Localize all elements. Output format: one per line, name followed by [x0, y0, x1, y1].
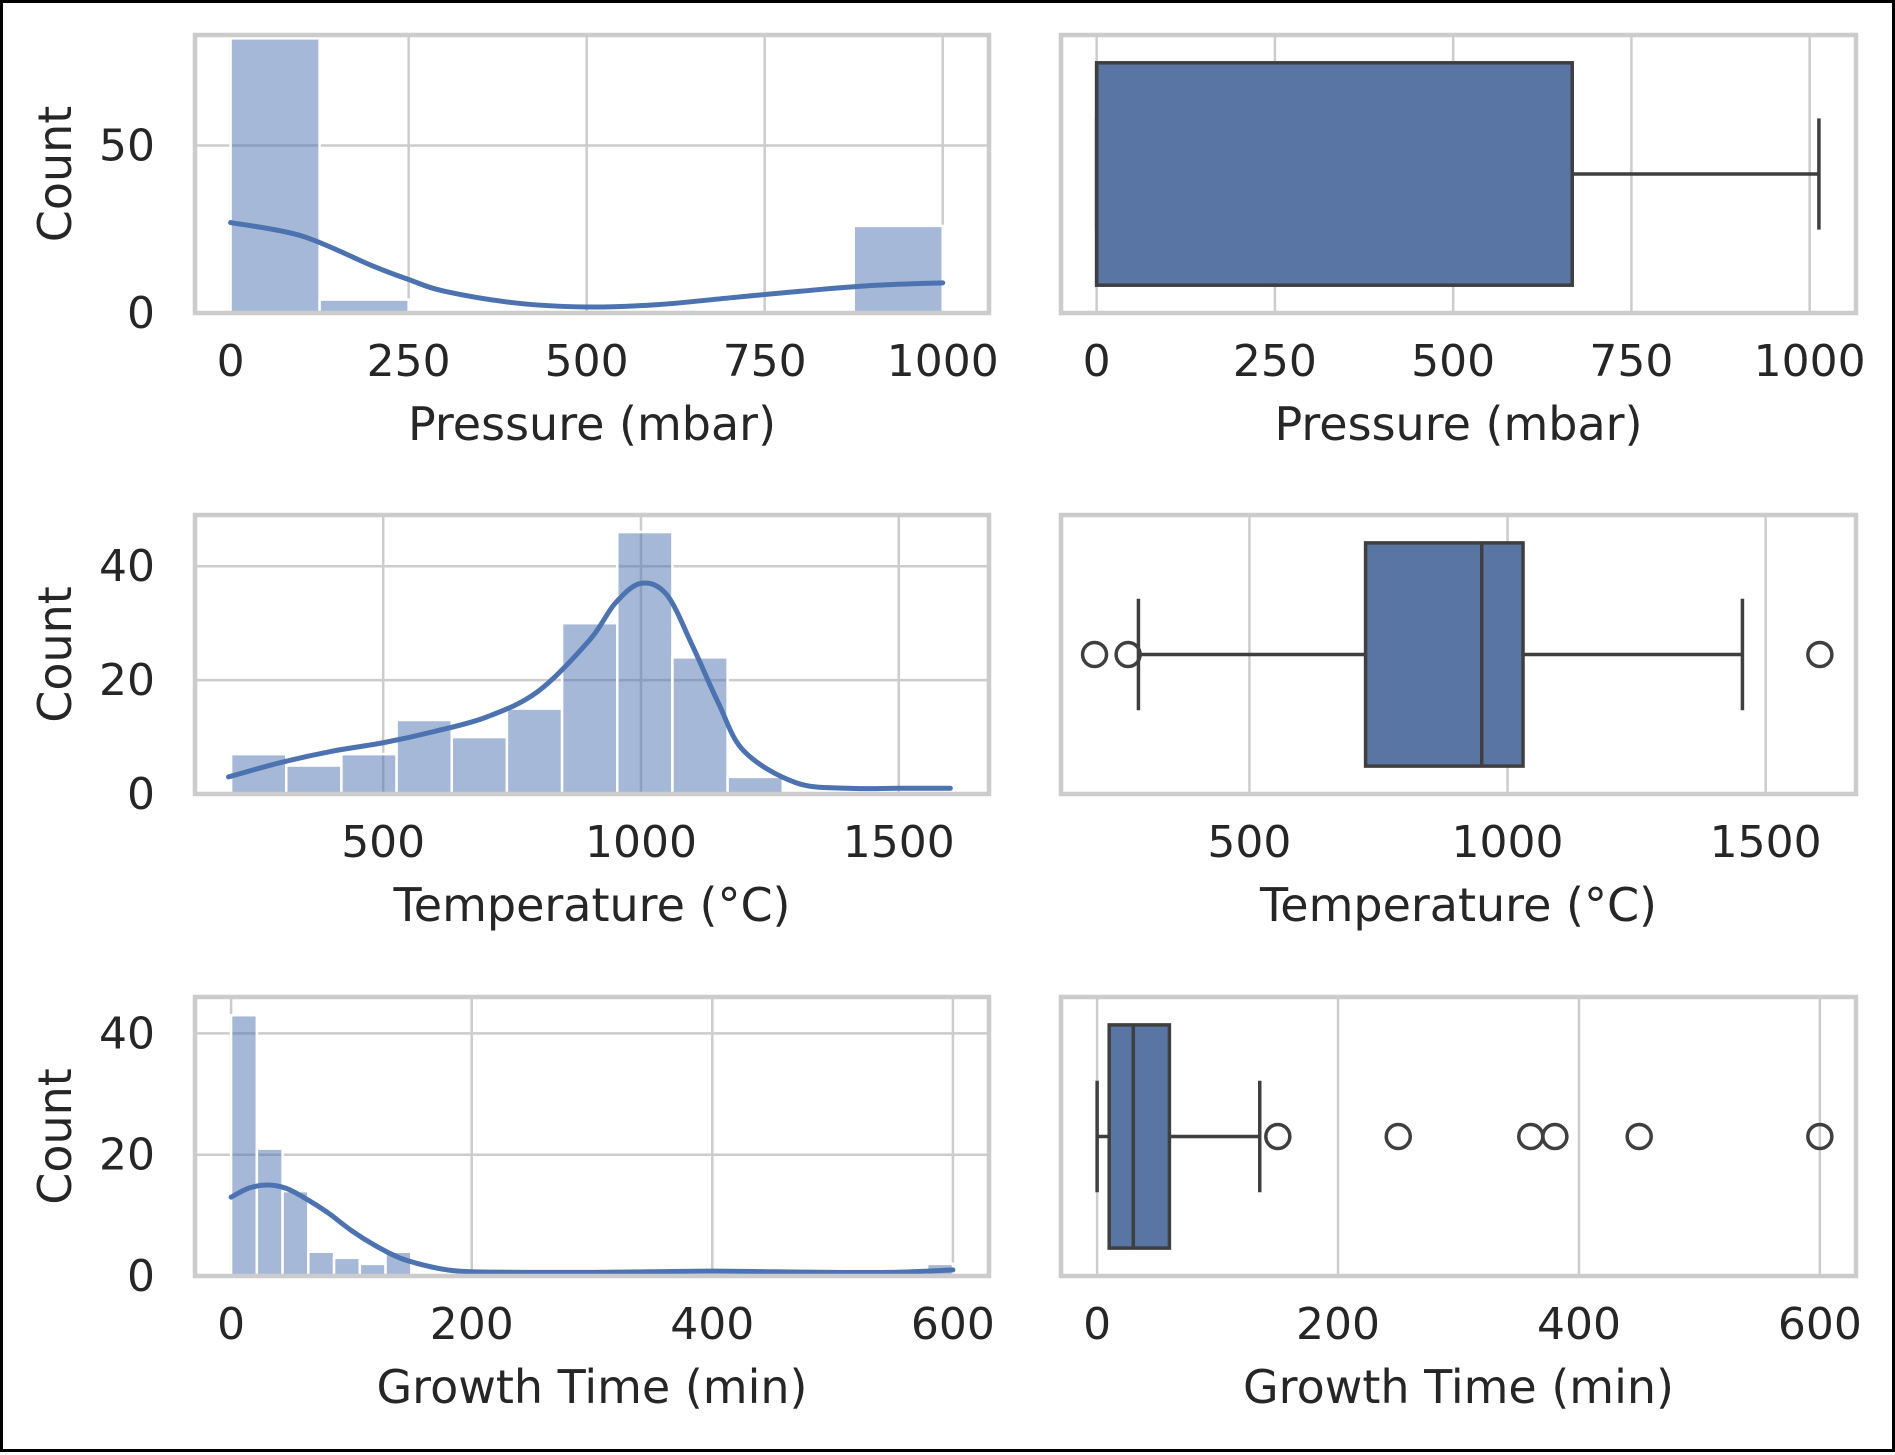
x-tick-label: 1000	[887, 336, 999, 387]
outlier-point	[1517, 1122, 1545, 1151]
y-axis-label: Count	[28, 1068, 82, 1205]
temperature-hist-panel	[192, 512, 992, 797]
histogram-bar	[560, 621, 619, 796]
x-axis-label: Temperature (°C)	[1259, 878, 1657, 932]
growth-box-panel	[1058, 994, 1859, 1279]
x-tick-label: 500	[545, 336, 629, 387]
y-axis-label: Count	[28, 106, 82, 243]
growth-hist-panel	[192, 994, 992, 1279]
histogram-bar	[505, 707, 564, 796]
y-tick-label: 40	[99, 541, 155, 592]
histogram-bar	[307, 1250, 336, 1278]
pressure-hist-panel	[192, 32, 992, 316]
y-tick-label: 50	[99, 121, 155, 172]
y-tick-label: 0	[127, 769, 155, 820]
box-iqr	[1107, 1023, 1172, 1250]
x-tick-label: 1500	[843, 817, 955, 868]
x-tick-label: 500	[341, 817, 425, 868]
x-tick-label: 0	[1083, 1299, 1111, 1350]
x-tick-label: 500	[1411, 336, 1495, 387]
x-tick-label: 200	[1296, 1299, 1380, 1350]
x-tick-label: 200	[430, 1299, 514, 1350]
x-tick-label: 400	[1537, 1299, 1621, 1350]
x-tick-label: 1000	[1452, 817, 1564, 868]
kde-curve	[226, 580, 953, 792]
x-axis-label: Pressure (mbar)	[408, 397, 776, 451]
histogram-bar	[726, 775, 785, 796]
x-tick-label: 600	[911, 1299, 995, 1350]
histogram-bar	[332, 1256, 362, 1278]
axes-frame	[1058, 512, 1859, 797]
kde-curve	[228, 1182, 956, 1276]
box-iqr	[1363, 541, 1525, 768]
outlier-point	[1541, 1122, 1569, 1151]
histogram-bar	[255, 1147, 284, 1278]
x-tick-label: 1000	[1754, 336, 1866, 387]
outlier-point	[1625, 1122, 1653, 1151]
axes-frame	[192, 32, 992, 316]
pressure-box-panel	[1058, 32, 1859, 316]
histogram-bar	[285, 764, 343, 796]
x-tick-label: 250	[367, 336, 451, 387]
x-tick-label: 0	[1083, 336, 1111, 387]
axes-frame	[1058, 994, 1859, 1279]
x-tick-label: 400	[670, 1299, 754, 1350]
axes-frame	[192, 512, 992, 797]
x-tick-label: 750	[1589, 336, 1673, 387]
figure-canvas: 0 250 500 750 1000 0 50 Count Pressure (mbar) 0 25…	[28, 32, 1866, 1414]
y-tick-label: 0	[127, 1251, 155, 1302]
y-tick-label: 40	[99, 1008, 155, 1059]
x-tick-label: 250	[1233, 336, 1317, 387]
outlier-point	[1384, 1122, 1413, 1151]
x-axis-label: Growth Time (min)	[377, 1360, 808, 1414]
kde-curve	[228, 220, 946, 310]
histogram-bar	[616, 530, 674, 796]
histogram-bar	[281, 1189, 310, 1278]
y-tick-label: 20	[99, 1130, 155, 1181]
y-tick-label: 0	[127, 288, 155, 339]
y-tick-label: 20	[99, 655, 155, 706]
box-iqr	[1094, 61, 1574, 287]
x-axis-label: Pressure (mbar)	[1274, 397, 1642, 451]
x-tick-label: 0	[217, 1299, 245, 1350]
y-axis-label: Count	[28, 586, 82, 723]
x-axis-label: Growth Time (min)	[1243, 1360, 1674, 1414]
outlier-point	[1806, 640, 1834, 669]
histogram-bar	[852, 224, 944, 315]
outlier-point	[1264, 1122, 1292, 1151]
temperature-box-panel	[1058, 512, 1859, 797]
x-tick-label: 1500	[1710, 817, 1822, 868]
outlier-point	[1080, 640, 1109, 669]
histogram-bar	[340, 752, 398, 796]
histogram-bar	[671, 656, 729, 796]
x-tick-label: 1000	[585, 817, 697, 868]
histogram-bar	[229, 37, 321, 315]
x-tick-label: 0	[217, 336, 245, 387]
histogram-bar	[229, 1013, 259, 1278]
x-tick-label: 600	[1778, 1299, 1862, 1350]
x-tick-label: 500	[1207, 817, 1291, 868]
x-tick-label: 750	[723, 336, 807, 387]
x-axis-label: Temperature (°C)	[392, 878, 790, 932]
histogram-bar	[450, 735, 509, 796]
axes-frame	[192, 994, 992, 1279]
axes-frame	[1058, 32, 1859, 316]
outlier-point	[1114, 640, 1142, 669]
outlier-point	[1806, 1122, 1834, 1151]
